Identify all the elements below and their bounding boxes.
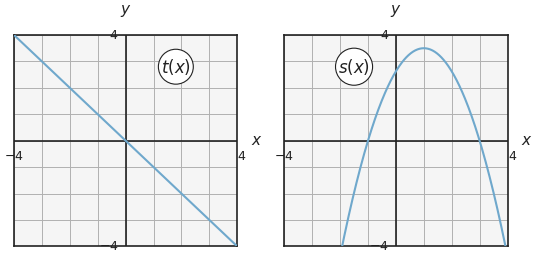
Text: $y$: $y$ [390,3,402,19]
Text: $y$: $y$ [120,3,132,19]
Text: $4$: $4$ [110,29,119,42]
Text: $4$: $4$ [508,150,517,163]
Text: $x$: $x$ [522,133,533,148]
Text: $-4$: $-4$ [369,240,389,253]
Text: $x$: $x$ [251,133,263,148]
Text: $t(x)$: $t(x)$ [161,57,191,77]
Text: $-4$: $-4$ [274,150,294,163]
Text: $-4$: $-4$ [99,240,119,253]
Text: $s(x)$: $s(x)$ [338,57,370,77]
Text: $-4$: $-4$ [4,150,24,163]
Text: $4$: $4$ [237,150,247,163]
Text: $4$: $4$ [380,29,389,42]
